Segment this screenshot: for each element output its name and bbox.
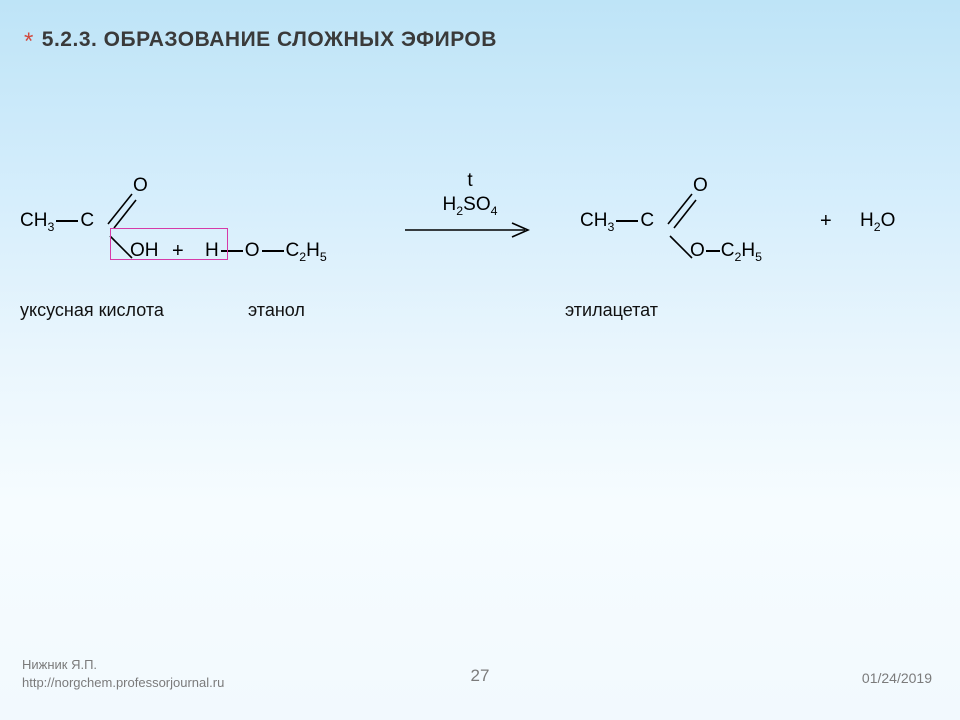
cat-so: SO (463, 194, 490, 215)
acid-top-o: O (133, 175, 148, 197)
ethanol-c: C (286, 240, 300, 261)
ethanol-o: O (245, 240, 260, 261)
reactant-acetic-acid: CH3 C (20, 210, 94, 234)
acid-ch: CH (20, 210, 47, 231)
ester-o: O (690, 240, 705, 261)
title-asterisk: * (24, 28, 33, 56)
slide-title: * 5.2.3. Образование сложных эфиров (24, 28, 497, 56)
water-h: H (860, 210, 874, 231)
water-sub: 2 (874, 220, 881, 234)
ethanol-h2: H (306, 240, 320, 261)
label-ethanol: этанол (248, 300, 305, 321)
title-text: 5.2.3. Образование сложных эфиров (42, 28, 497, 52)
footer-author: Нижник Я.П. http://norgchem.professorjou… (22, 656, 224, 692)
bond-icon (706, 250, 720, 252)
acid-ch-sub: 3 (47, 220, 54, 234)
ester-c: C (640, 210, 654, 231)
condition-catalyst: H2SO4 (400, 194, 540, 218)
reaction-equation: CH3C O OH + HOC2H5 t H2SO4 CH3C O OC2H5 … (20, 170, 940, 300)
label-ethyl-acetate: этилацетат (565, 300, 658, 321)
plus-2: + (820, 210, 832, 233)
reaction-arrow-group: t H2SO4 (400, 170, 540, 246)
ester-ch: CH (580, 210, 607, 231)
cat-s2: 4 (491, 204, 498, 218)
author-url: http://norgchem.professorjournal.ru (22, 674, 224, 692)
ester-tail-c: C (721, 240, 735, 261)
ester-bottom: OC2H5 (690, 240, 762, 264)
ethanol-sub2: 5 (320, 250, 327, 264)
label-acetic-acid: уксусная кислота (20, 300, 164, 321)
water-o: O (881, 210, 896, 231)
author-name: Нижник Я.П. (22, 656, 224, 674)
bond-icon (262, 250, 284, 252)
condition-temp: t (400, 170, 540, 192)
page-number: 27 (471, 666, 490, 686)
bond-icon (616, 220, 638, 222)
arrow-icon (400, 220, 540, 240)
bond-icon (221, 250, 243, 252)
acid-c: C (80, 210, 94, 231)
footer-date: 01/24/2019 (862, 670, 932, 686)
ester-ch-sub: 3 (607, 220, 614, 234)
ester-sub2: 5 (755, 250, 762, 264)
cat-h: H (443, 194, 457, 215)
bond-icon (56, 220, 78, 222)
reactant-ethanol: HOC2H5 (205, 240, 327, 264)
plus-1: + (172, 240, 184, 263)
ester-top-o: O (693, 175, 708, 197)
acid-oh: OH (130, 240, 159, 262)
ester-tail-h: H (741, 240, 755, 261)
product-water: H2O (860, 210, 895, 234)
ethanol-h: H (205, 240, 219, 261)
product-ethyl-acetate: CH3 C (580, 210, 654, 234)
